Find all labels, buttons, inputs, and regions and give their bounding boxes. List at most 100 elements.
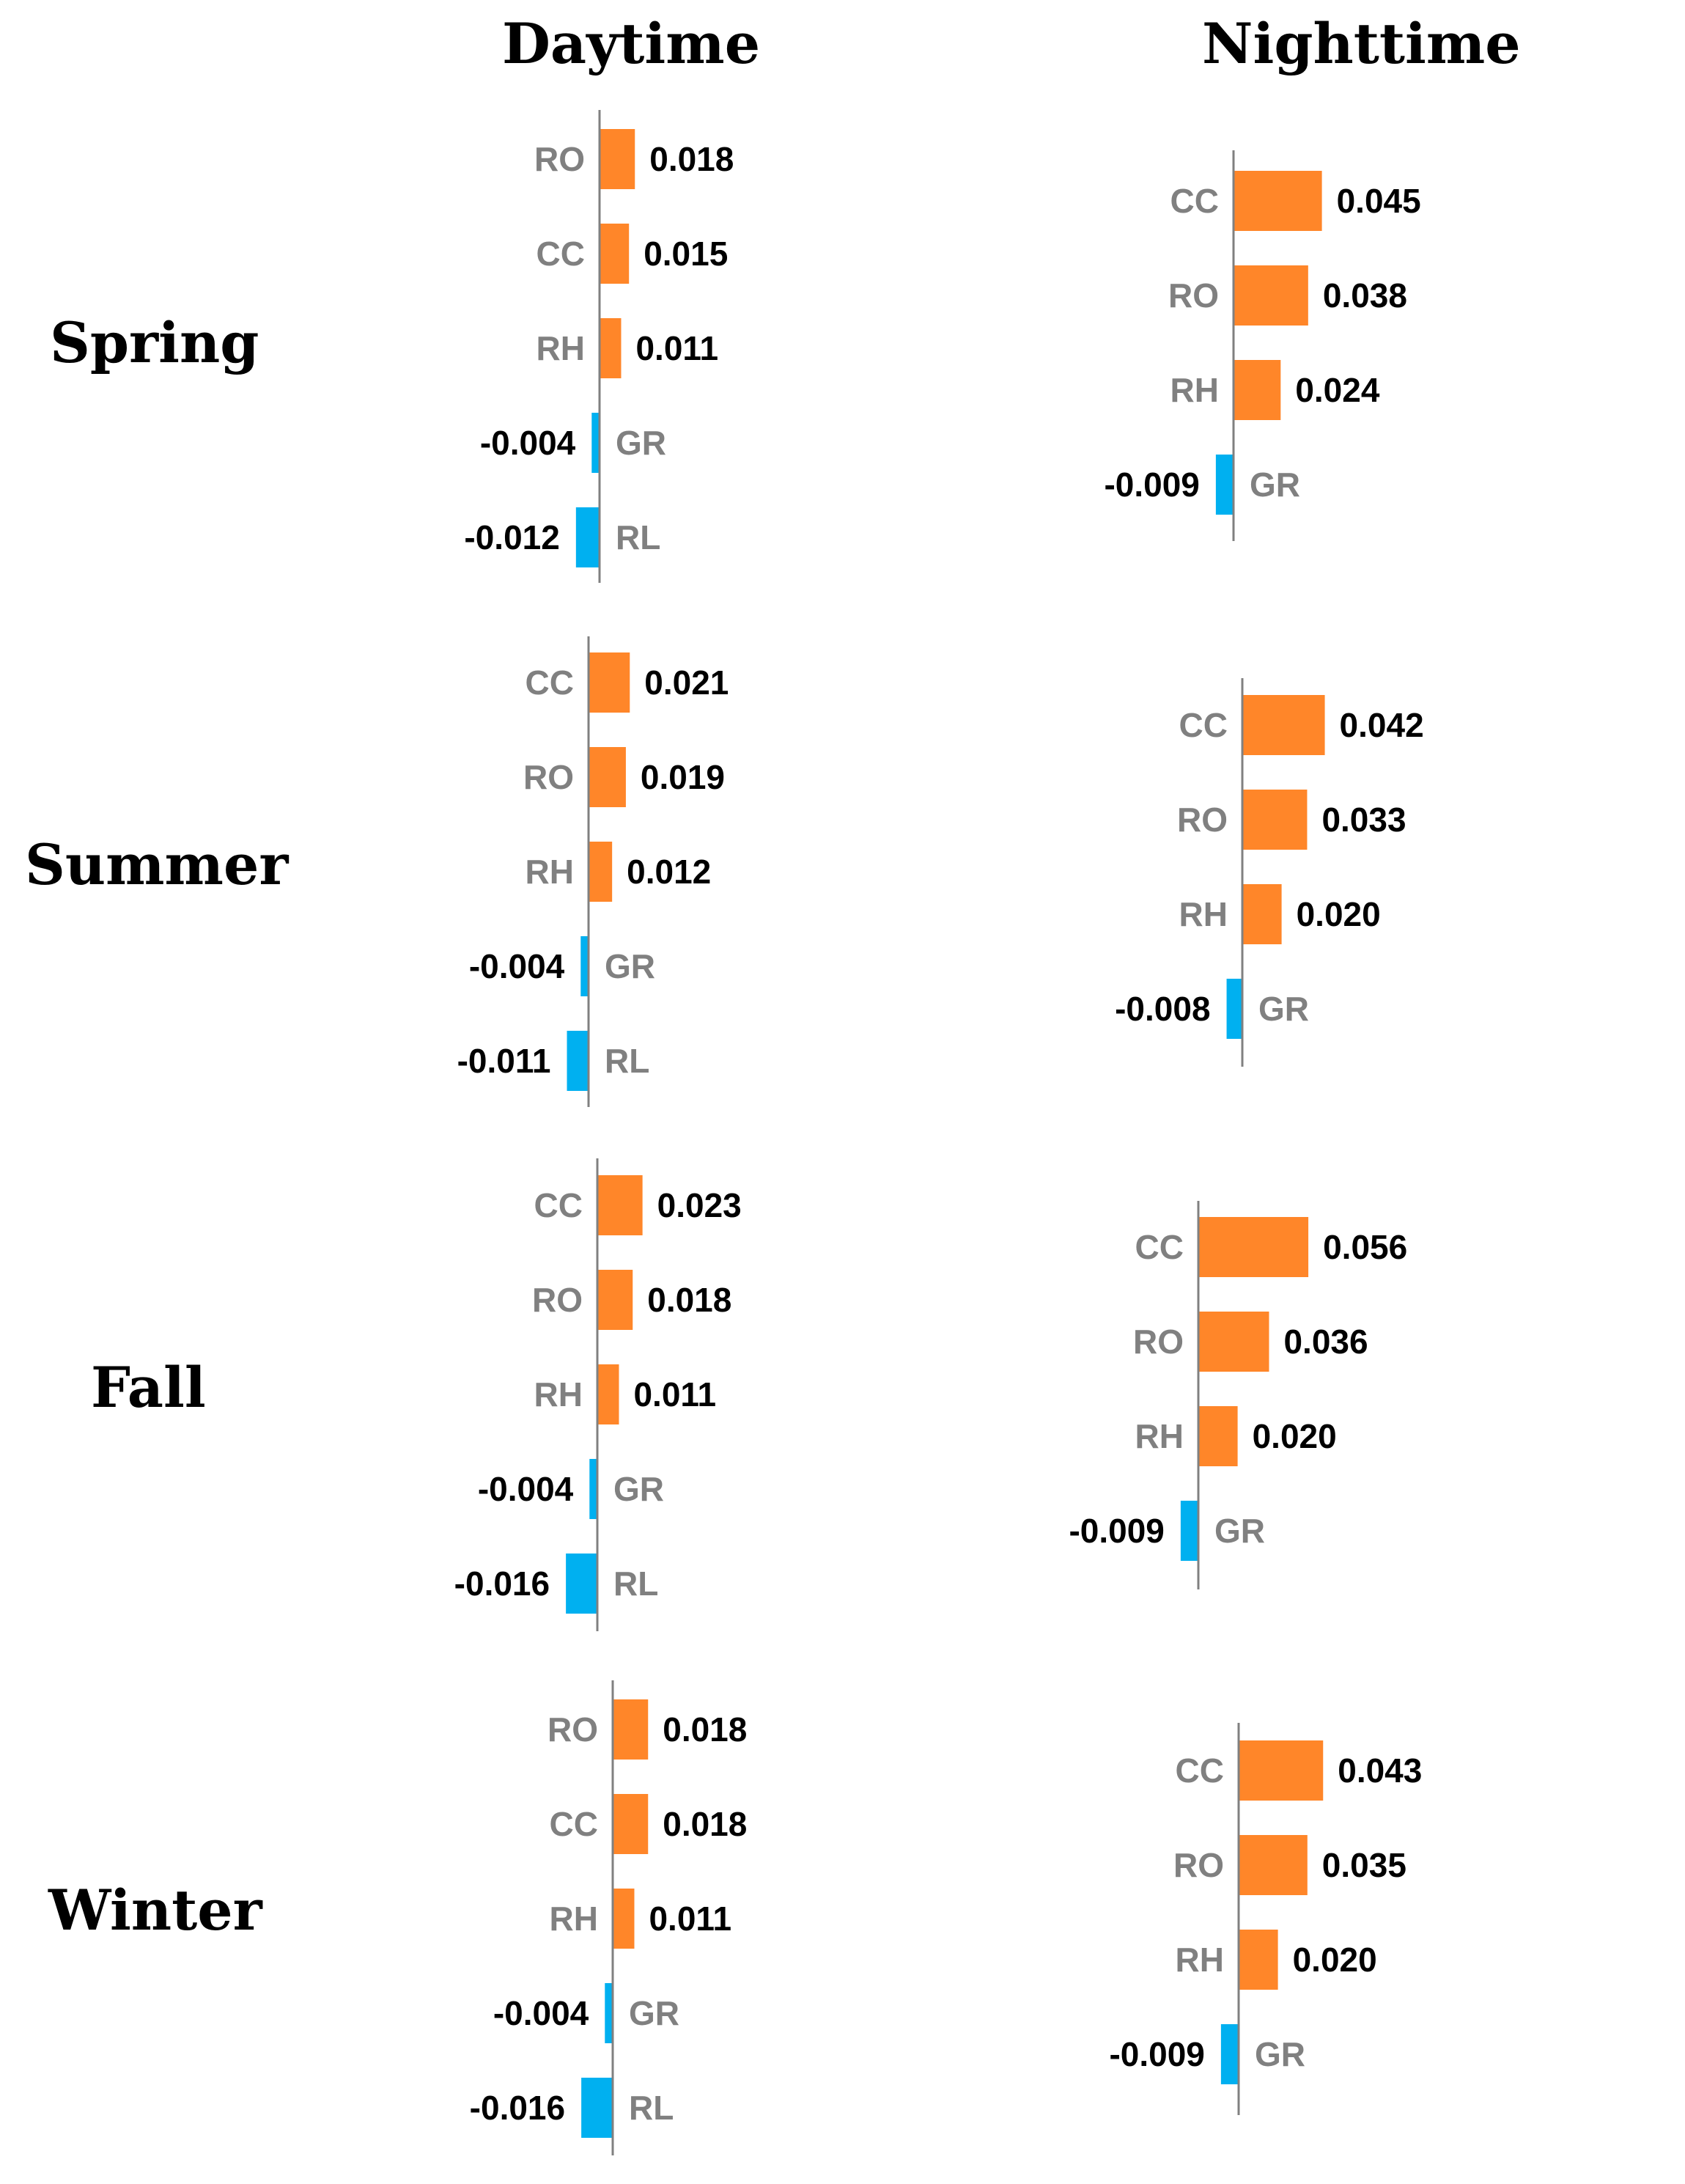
value-label-rl: -0.011 [457, 1042, 551, 1080]
category-label-rl: RL [605, 1042, 649, 1080]
bar-cc [597, 1175, 643, 1235]
bar-ro [1239, 1835, 1308, 1895]
column-title-daytime: Daytime [502, 11, 761, 76]
category-label-gr: GR [605, 947, 655, 985]
bar-rh [613, 1889, 635, 1949]
value-label-rh: 0.012 [627, 853, 711, 891]
bar-rh [1234, 360, 1281, 420]
category-label-rh: RH [1170, 371, 1219, 409]
category-label-rh: RH [537, 329, 585, 367]
bar-gr [589, 1459, 597, 1519]
category-label-rl: RL [613, 1565, 658, 1603]
value-label-rh: 0.020 [1293, 1941, 1377, 1979]
value-label-ro: 0.018 [647, 1281, 731, 1319]
bar-rh [1242, 884, 1282, 944]
category-label-gr: GR [1214, 1512, 1265, 1550]
value-label-ro: 0.036 [1283, 1323, 1368, 1361]
bar-rh [1239, 1930, 1278, 1990]
column-title-nighttime: Nighttime [1202, 11, 1521, 76]
bar-gr [591, 413, 600, 473]
category-label-cc: CC [1179, 706, 1228, 744]
value-label-cc: 0.043 [1338, 1751, 1422, 1790]
value-label-rl: -0.016 [454, 1565, 550, 1603]
category-label-rh: RH [550, 1900, 598, 1938]
category-label-cc: CC [550, 1805, 598, 1843]
value-label-cc: 0.021 [644, 663, 729, 702]
bar-cc [589, 652, 630, 713]
bar-rh [597, 1364, 619, 1424]
category-label-ro: RO [534, 140, 585, 178]
category-label-gr: GR [629, 1994, 679, 2032]
value-label-cc: 0.015 [644, 235, 728, 273]
value-label-gr: -0.009 [1109, 2035, 1204, 2073]
value-label-ro: 0.038 [1323, 276, 1407, 315]
value-label-rh: 0.011 [635, 329, 718, 367]
value-label-cc: 0.045 [1337, 182, 1421, 220]
row-title-fall: Fall [91, 1355, 206, 1420]
category-label-ro: RO [532, 1281, 583, 1319]
category-label-cc: CC [526, 663, 574, 702]
row-title-spring: Spring [50, 310, 259, 375]
category-label-ro: RO [1177, 801, 1228, 839]
category-label-gr: GR [1258, 990, 1309, 1028]
value-label-gr: -0.009 [1104, 466, 1199, 504]
value-label-cc: 0.056 [1323, 1228, 1407, 1266]
bar-rh [1198, 1406, 1238, 1466]
category-label-gr: GR [1250, 466, 1300, 504]
value-label-gr: -0.004 [478, 1470, 574, 1508]
bar-ro [1242, 790, 1308, 850]
bar-rl [575, 507, 600, 567]
value-label-rh: 0.020 [1253, 1417, 1337, 1455]
category-label-rh: RH [1179, 895, 1228, 933]
bar-ro [600, 129, 635, 189]
category-label-rl: RL [629, 2089, 674, 2127]
row-title-winter: Winter [48, 1878, 262, 1943]
category-label-cc: CC [534, 1186, 583, 1224]
value-label-gr: -0.004 [480, 424, 576, 462]
value-label-cc: 0.023 [657, 1186, 742, 1224]
value-label-gr: -0.004 [469, 947, 565, 985]
category-label-rh: RH [534, 1375, 583, 1413]
bar-rh [600, 318, 622, 378]
bar-cc [613, 1794, 649, 1854]
value-label-cc: 0.018 [663, 1805, 747, 1843]
row-title-summer: Summer [25, 832, 289, 897]
category-label-rl: RL [616, 518, 660, 556]
bar-cc [600, 224, 630, 284]
value-label-cc: 0.042 [1340, 706, 1424, 744]
value-label-gr: -0.004 [493, 1994, 589, 2032]
value-label-ro: 0.018 [663, 1710, 747, 1749]
bar-cc [1242, 695, 1325, 755]
category-label-rh: RH [526, 853, 574, 891]
value-label-ro: 0.035 [1322, 1846, 1406, 1884]
value-label-ro: 0.033 [1321, 801, 1406, 839]
bar-rl [566, 1554, 597, 1614]
category-label-gr: GR [613, 1470, 664, 1508]
bar-rh [589, 842, 613, 902]
bar-ro [613, 1699, 649, 1760]
value-label-ro: 0.019 [641, 758, 725, 796]
category-label-ro: RO [523, 758, 574, 796]
bar-ro [597, 1270, 633, 1330]
value-label-ro: 0.018 [649, 140, 734, 178]
bar-ro [1234, 265, 1308, 326]
value-label-rl: -0.012 [464, 518, 559, 556]
value-label-rh: 0.020 [1297, 895, 1381, 933]
category-label-cc: CC [537, 235, 585, 273]
value-label-gr: -0.009 [1069, 1512, 1164, 1550]
bar-gr [1220, 2024, 1239, 2084]
category-label-gr: GR [616, 424, 666, 462]
bar-gr [605, 1983, 613, 2043]
bar-gr [580, 936, 589, 996]
value-label-rh: 0.024 [1295, 371, 1380, 409]
value-label-rh: 0.011 [633, 1375, 716, 1413]
bar-ro [1198, 1312, 1269, 1372]
